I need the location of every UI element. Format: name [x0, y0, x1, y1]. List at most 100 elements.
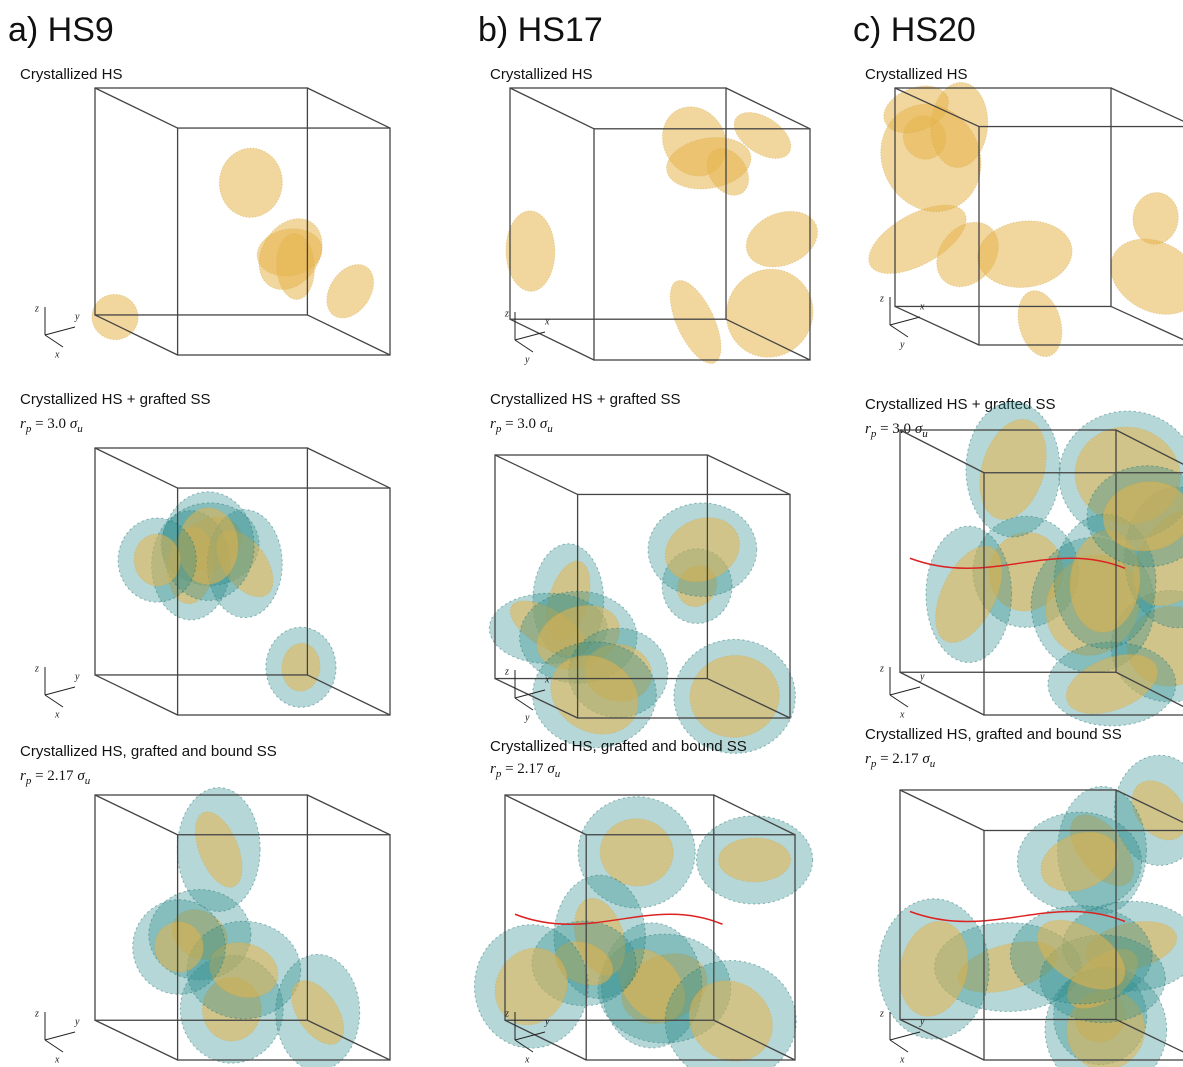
box-front [176, 127, 391, 356]
crystal-domain [979, 418, 1047, 521]
sigma-symbol: σ [77, 768, 85, 784]
crystal-domain [554, 941, 614, 986]
axis-label: y [544, 1016, 550, 1027]
axis-arrow [44, 1031, 76, 1041]
box-edge [94, 674, 178, 716]
axis-triad: z y x [34, 1008, 80, 1065]
box-edge [307, 674, 391, 716]
radius-value: = 2.17 [876, 751, 922, 767]
box-front [176, 834, 391, 1061]
crystal-domain [883, 85, 949, 134]
radius-subscript: p [870, 428, 877, 440]
box-back [94, 447, 309, 676]
box-front [576, 493, 791, 719]
radius-subscript: p [495, 768, 502, 780]
percolation-path [909, 910, 1126, 923]
axis-triad: z x y [504, 666, 550, 723]
box-edge [94, 87, 178, 129]
panel-label: Crystallized HS [20, 66, 123, 83]
axis-label: z [34, 1008, 39, 1019]
panel-column-title: b) HS17 [478, 11, 603, 49]
box-edge [94, 314, 178, 356]
axis-label: z [34, 303, 39, 314]
axis-label: z [504, 666, 509, 677]
radius-subscript: p [25, 775, 32, 787]
axis-label: z [504, 1008, 509, 1019]
box-edge [713, 1019, 796, 1061]
axis-label: x [54, 709, 60, 720]
axis-label: x [919, 301, 925, 312]
axis-label: x [544, 674, 550, 685]
panel-label: Crystallized HS + grafted SS [490, 391, 681, 408]
crystal-domain [177, 507, 239, 585]
axis-arrow [889, 316, 921, 326]
crystal-domain [669, 279, 722, 364]
panel-column-title: a) HS9 [8, 11, 114, 49]
axis-label: x [899, 1054, 905, 1065]
sigma-symbol: σ [922, 751, 930, 767]
axis-arrow [889, 686, 921, 696]
box-edge [1115, 671, 1183, 708]
radius-value: = 3.0 [876, 421, 914, 437]
crystal-domain [689, 654, 780, 738]
box-edge [1115, 1018, 1183, 1053]
box-edge [899, 429, 985, 474]
radius-symbol: r [865, 751, 871, 767]
simulation-box [94, 447, 391, 716]
box-back [509, 87, 727, 320]
crystal-domain [664, 517, 741, 583]
crystal-domain [326, 264, 375, 319]
axis-label: y [919, 671, 925, 682]
box-back [899, 789, 1117, 1021]
axis-triad: z x y [504, 308, 550, 365]
axis-arrow [44, 334, 64, 348]
sigma-subscript: u [547, 423, 553, 435]
axis-arrow [889, 1039, 909, 1053]
axis-arrow [514, 339, 534, 353]
simulation-box [94, 787, 391, 1067]
crystal-domain [208, 942, 279, 999]
radius-symbol: r [490, 416, 496, 432]
axis-triad: z y x [34, 663, 80, 720]
sigma-symbol: σ [547, 761, 555, 777]
sigma-symbol: σ [70, 416, 78, 432]
box-edge [1110, 87, 1183, 122]
axis-triad: z x y [879, 293, 925, 350]
panel-label: Crystallized HS [490, 66, 593, 83]
box-back [494, 454, 709, 680]
axis-arrow [514, 689, 546, 699]
crystal-domain [494, 947, 569, 1026]
box-edge [509, 87, 595, 130]
box-edge [725, 87, 811, 130]
axis-label: z [879, 1008, 884, 1019]
crystal-domain [281, 642, 321, 692]
axis-arrow [44, 686, 76, 696]
sigma-symbol: σ [540, 416, 548, 432]
box-edge [307, 794, 391, 836]
axis-arrow [44, 694, 64, 708]
box-front [585, 834, 796, 1061]
axis-label: z [34, 663, 39, 674]
radius-label: rp = 2.17 σu [865, 751, 936, 769]
crystal-domain [725, 268, 814, 358]
axis-arrow [44, 1039, 64, 1053]
axis-triad: z y x [879, 1008, 925, 1065]
axis-label: y [74, 671, 80, 682]
crystal-domain [1036, 919, 1126, 990]
box-edge [307, 1019, 391, 1061]
crystal-domain [718, 837, 792, 883]
box-back [894, 87, 1112, 308]
crystal-domain [258, 218, 323, 291]
axis-arrow [514, 1039, 534, 1053]
axis-label: x [544, 316, 550, 327]
simulation-box [488, 454, 796, 754]
crystal-domain [977, 220, 1073, 289]
box-edge [899, 1018, 985, 1061]
crystal-domain [1102, 481, 1183, 552]
axis-arrow [514, 331, 546, 341]
crystal-domain [733, 111, 792, 159]
crystal-domain [154, 921, 204, 973]
box-front [176, 487, 391, 716]
axis-label: y [74, 311, 80, 322]
